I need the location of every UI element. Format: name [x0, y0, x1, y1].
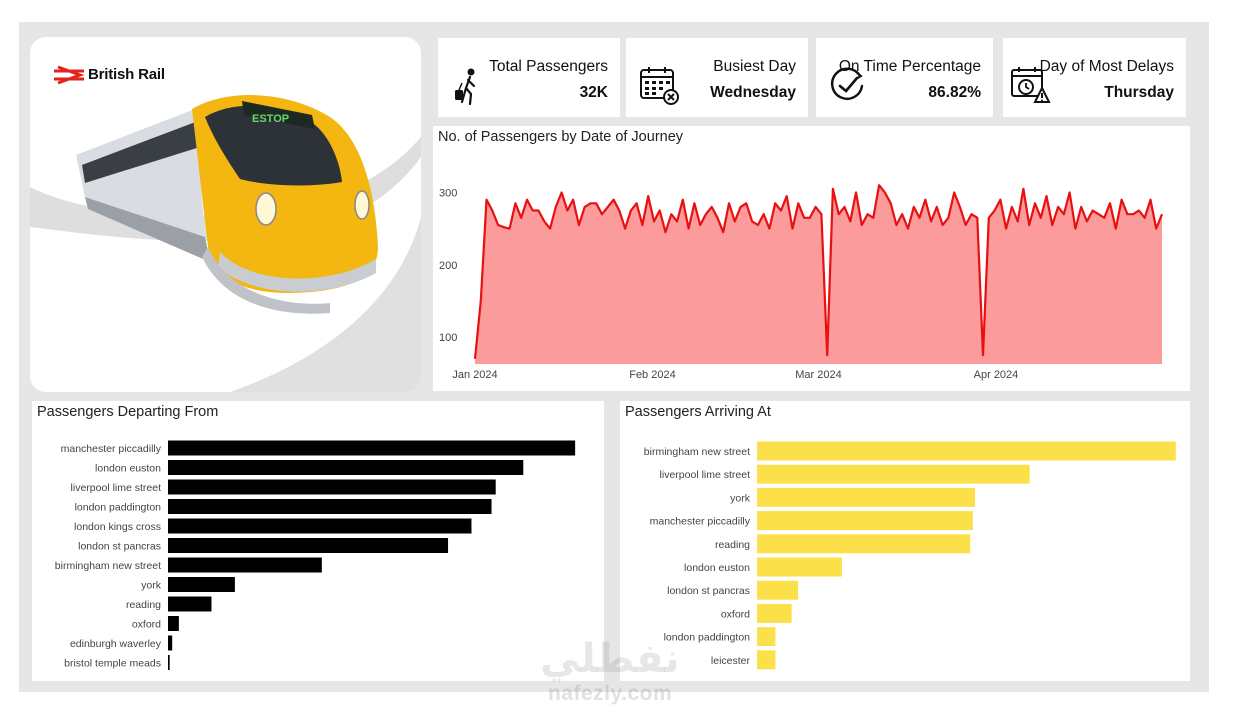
category-label: london euston [684, 562, 750, 574]
kpi-busiest-day: Busiest Day Wednesday [626, 38, 808, 117]
kpi-total-passengers: Total Passengers 32K [438, 38, 620, 117]
svg-text:ESTOP: ESTOP [252, 113, 289, 125]
y-tick-label: 100 [439, 332, 457, 344]
chart-title: No. of Passengers by Date of Journey [438, 129, 684, 145]
kpi-value: 86.82% [928, 84, 981, 101]
british-rail-logo-icon [54, 65, 85, 85]
category-label: liverpool lime street [71, 482, 162, 494]
bar [168, 655, 170, 670]
category-label: manchester piccadilly [650, 516, 751, 528]
clock-check-icon [830, 67, 864, 100]
kpi-title: On Time Percentage [838, 58, 981, 75]
bar [168, 635, 173, 651]
brand-name: British Rail [88, 66, 165, 83]
kpi-title: Busiest Day [713, 58, 796, 75]
kpi-day-of-most-delays: Day of Most Delays Thursday [1003, 38, 1186, 117]
bar [757, 603, 792, 623]
bar [757, 534, 971, 554]
arriving-panel: Passengers Arriving At birmingham new st… [620, 401, 1190, 681]
bar [757, 487, 976, 507]
person-luggage-icon [455, 68, 476, 106]
bar [168, 538, 449, 553]
bar [757, 650, 776, 670]
bar [168, 479, 496, 495]
category-label: bristol temple meads [64, 658, 161, 670]
category-label: leicester [711, 655, 751, 667]
category-label: birmingham new street [644, 446, 750, 458]
category-label: manchester piccadilly [61, 443, 162, 455]
bar [168, 499, 492, 514]
y-tick-label: 200 [439, 260, 457, 272]
kpi-value: 32K [579, 84, 608, 101]
x-tick-label: Apr 2024 [974, 369, 1019, 381]
hero-card: ESTOP British Rail [30, 37, 421, 392]
category-label: oxford [132, 619, 161, 631]
passengers-by-date-chart: 100 200 300 Jan 2024 Feb 2024 Mar 2024 Apr 202… [439, 184, 1164, 381]
category-label: oxford [721, 608, 750, 620]
bar [168, 616, 179, 631]
watermark-arabic: نفطلي [540, 636, 680, 682]
y-tick-label: 300 [439, 187, 457, 199]
category-label: london st pancras [78, 541, 161, 553]
kpi-on-time-percentage: On Time Percentage 86.82% [816, 38, 993, 117]
bar [168, 596, 212, 612]
category-label: london kings cross [74, 521, 161, 533]
watermark-latin: nafezly.com [548, 682, 673, 705]
kpi-value: Thursday [1104, 84, 1174, 101]
series-line [473, 184, 1164, 359]
calendar-cross-icon [640, 67, 679, 105]
bar [757, 511, 973, 531]
bar [168, 557, 322, 573]
bar [168, 460, 524, 475]
departing-bar-chart: manchester piccadilly london euston liverp… [55, 440, 576, 670]
category-label: reading [715, 539, 750, 551]
bar [168, 440, 576, 456]
kpi-title: Total Passengers [489, 58, 608, 75]
chart-title: Passengers Arriving At [625, 404, 771, 420]
area-fill [475, 185, 1162, 364]
kpi-value: Wednesday [710, 84, 796, 101]
calendar-warning-icon [1011, 67, 1051, 103]
kpi-title: Day of Most Delays [1039, 58, 1174, 75]
category-label: london euston [95, 463, 161, 475]
bar [168, 518, 472, 534]
chart-title: Passengers Departing From [37, 404, 219, 420]
bar [757, 557, 842, 577]
category-label: edinburgh waverley [70, 638, 162, 650]
x-tick-label: Jan 2024 [452, 369, 497, 381]
bar [757, 627, 776, 647]
category-label: york [141, 580, 162, 592]
passengers-by-date-panel: No. of Passengers by Date of Journey 100… [433, 126, 1190, 391]
category-label: reading [126, 599, 161, 611]
category-label: london st pancras [667, 585, 750, 597]
train-illustration: ESTOP [30, 67, 421, 392]
category-label: york [730, 492, 751, 504]
category-label: london paddington [664, 632, 751, 644]
x-tick-label: Mar 2024 [795, 369, 841, 381]
bar [757, 464, 1030, 484]
departing-panel: Passengers Departing From manchester pic… [32, 401, 604, 681]
bar [757, 580, 799, 600]
bar [757, 441, 1176, 461]
category-label: london paddington [75, 502, 162, 514]
category-label: birmingham new street [55, 560, 161, 572]
bar [168, 577, 235, 592]
category-label: liverpool lime street [660, 469, 751, 481]
arriving-bar-chart: birmingham new street liverpool lime stre… [644, 441, 1176, 670]
x-tick-label: Feb 2024 [629, 369, 675, 381]
